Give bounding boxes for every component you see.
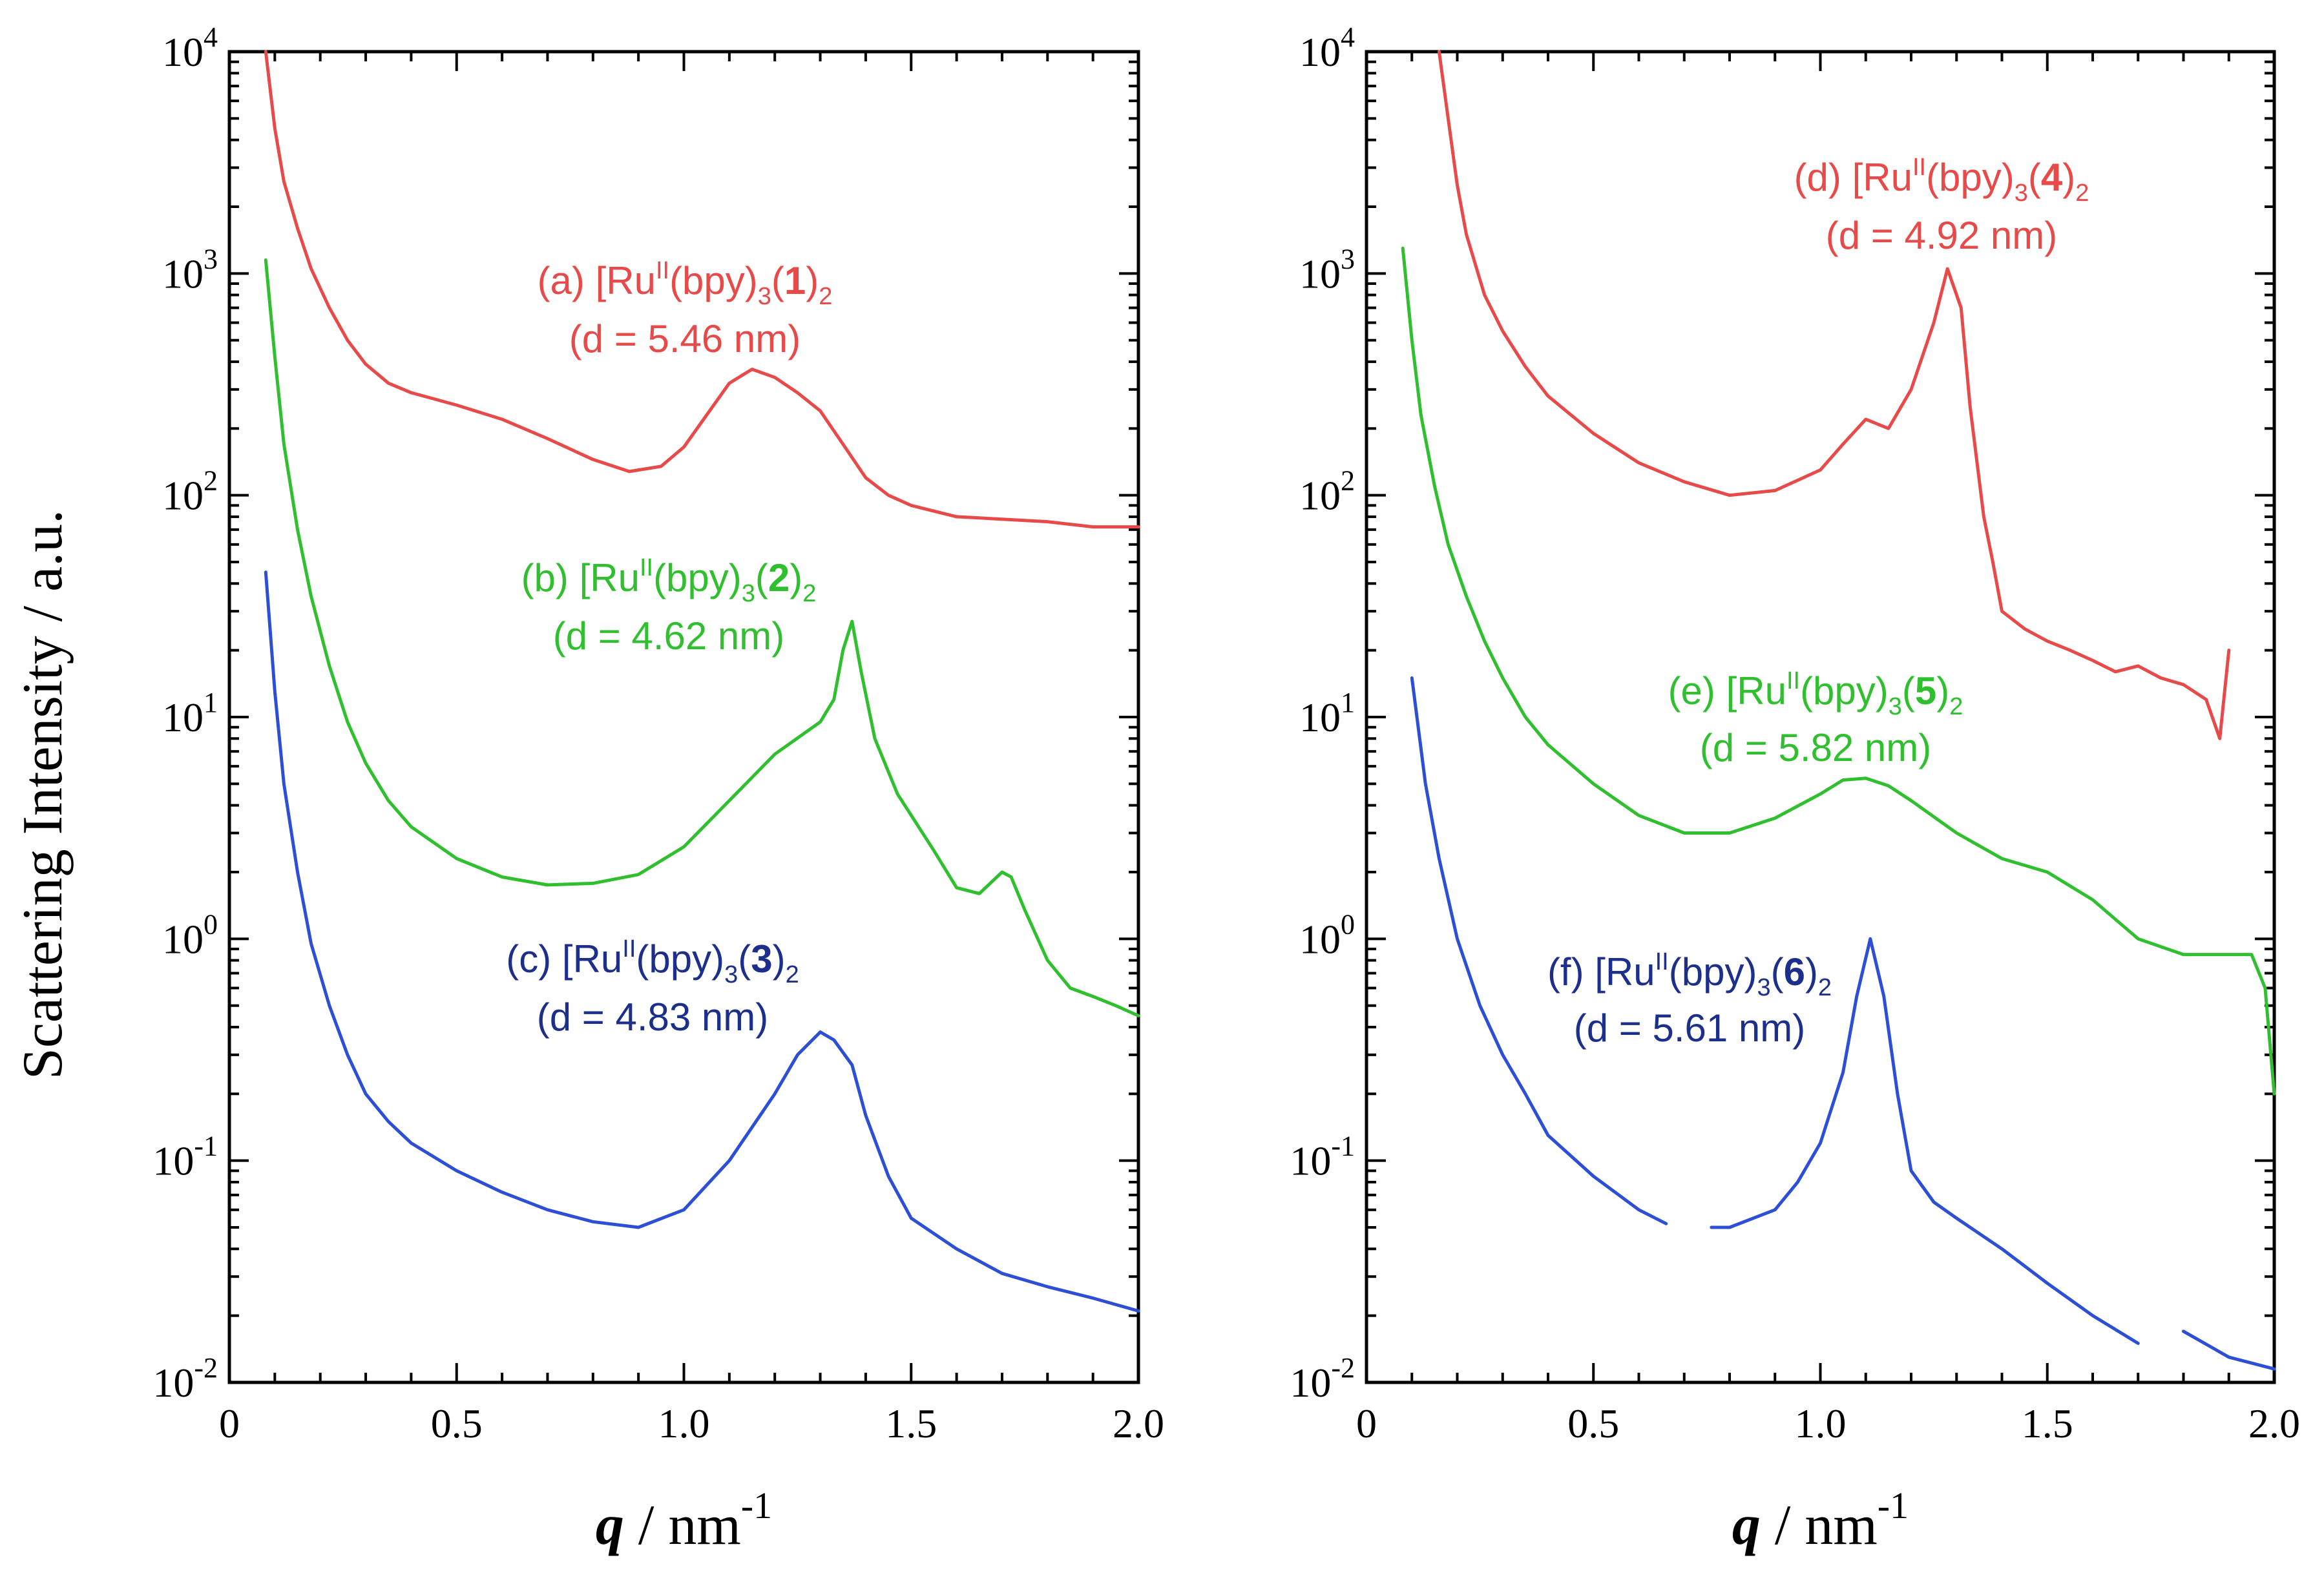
y-tick-label: 100 [162, 908, 218, 962]
series-label-b: (b) [RuII(bpy)3(2)2 [521, 554, 817, 607]
series-line-f [1410, 676, 2276, 1371]
series-line-c [264, 570, 1140, 1313]
x-tick-label: 2.0 [2248, 1400, 2300, 1446]
x-axis-title: q / nm-1 [1732, 1484, 1909, 1557]
x-tick-label: 2.0 [1113, 1400, 1164, 1446]
panel-right: 0 0.5 1.0 1.5 2.0 104 103 102 101 100 10-1 10-2 q / … [1290, 21, 2300, 1557]
y-tick-label: 101 [162, 687, 218, 740]
series-line-e [1401, 246, 2276, 1096]
y-axis-title: Scattering Intensity / a.u. [12, 510, 74, 1079]
series-d-spacing-d: (d = 4.92 nm) [1826, 214, 2058, 257]
x-tick-label: 0 [1356, 1400, 1377, 1446]
y-tick-label: 102 [1299, 465, 1355, 519]
panel-left: 0 0.5 1.0 1.5 2.0 104 103 102 101 100 10-1 10-2 q / … [152, 21, 1164, 1557]
y-tick-label: 10-2 [1290, 1352, 1355, 1406]
x-tick-label: 1.0 [658, 1400, 710, 1446]
series-label-f: (f) [RuII(bpy)3(6)2 [1547, 948, 1832, 1001]
plot-frame [227, 50, 1140, 1384]
x-tick-label: 1.0 [1795, 1400, 1847, 1446]
series-label-e: (e) [RuII(bpy)3(5)2 [1668, 667, 1963, 720]
series-line-b [264, 258, 1140, 1017]
y-tick-label: 100 [1299, 908, 1355, 962]
y-tick-label: 104 [162, 21, 218, 75]
y-tick-label: 102 [162, 465, 218, 519]
series-d-spacing-b: (d = 4.62 nm) [553, 614, 785, 658]
plot-frame [1365, 50, 2276, 1384]
series-d-spacing-a: (d = 5.46 nm) [569, 317, 801, 360]
y-tick-label: 10-2 [152, 1352, 218, 1406]
series-d-spacing-c: (d = 4.83 nm) [537, 995, 769, 1039]
x-tick-label: 1.5 [885, 1400, 937, 1446]
y-tick-label: 10-1 [152, 1130, 218, 1184]
x-tick-label: 0.5 [1567, 1400, 1619, 1446]
y-tick-label: 104 [1299, 21, 1355, 75]
series-label-d: (d) [RuII(bpy)3(4)2 [1794, 154, 2089, 207]
x-tick-label: 0.5 [431, 1400, 483, 1446]
series-d-spacing-f: (d = 5.61 nm) [1574, 1006, 1806, 1050]
y-tick-label: 103 [1299, 243, 1355, 297]
x-axis-title: q / nm-1 [596, 1484, 772, 1557]
y-tick-label: 101 [1299, 687, 1355, 740]
y-tick-label: 10-1 [1290, 1130, 1355, 1184]
x-tick-label: 1.5 [2022, 1400, 2073, 1446]
x-tick-label: 0 [219, 1400, 240, 1446]
series-line-d [1437, 50, 2231, 740]
series-d-spacing-e: (d = 5.82 nm) [1700, 726, 1932, 769]
series-label-c: (c) [RuII(bpy)3(3)2 [506, 935, 799, 988]
series-label-a: (a) [RuII(bpy)3(1)2 [538, 257, 833, 310]
y-tick-label: 103 [162, 243, 218, 297]
series-line-a [264, 50, 1140, 529]
